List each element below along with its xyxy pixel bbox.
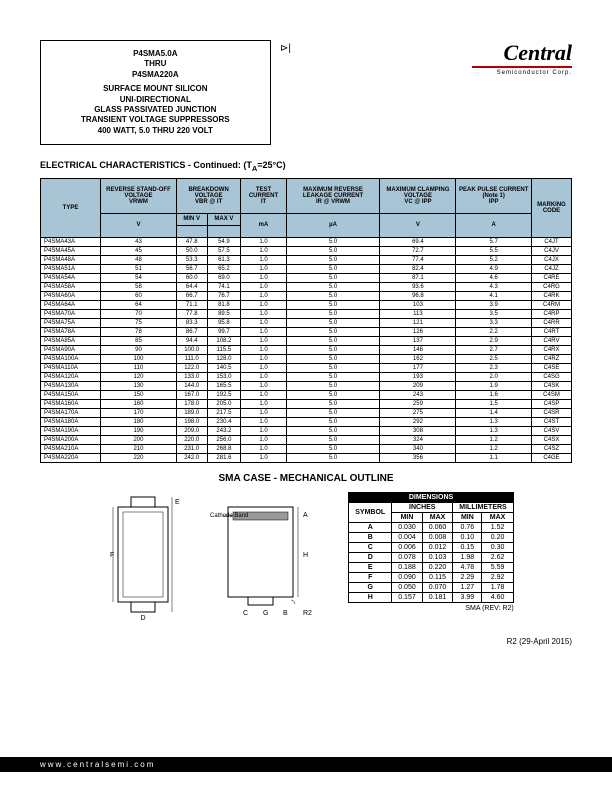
- dim-title: DIMENSIONS: [349, 492, 513, 502]
- table-row: P4SMA210A210231.0268.81.05.03401.2C4SZ: [41, 444, 572, 453]
- table-row: P4SMA110A110122.0140.51.05.01772.3C4SE: [41, 363, 572, 372]
- table-row: P4SMA43A4347.854.91.05.069.45.7C4JT: [41, 237, 572, 246]
- svg-text:G: G: [263, 610, 268, 617]
- desc5: 400 WATT, 5.0 THRU 220 VOLT: [81, 126, 230, 136]
- dim-row: E0.1880.2204.785.59: [349, 562, 513, 572]
- table-row: P4SMA160A160178.0205.01.05.02591.5C4SP: [41, 399, 572, 408]
- table-row: P4SMA54A5460.069.01.05.087.14.6C4RE: [41, 273, 572, 282]
- dim-row: H0.1570.1813.994.60: [349, 592, 513, 602]
- col-vrwm: REVERSE STAND-OFF VOLTAGEVRWM: [101, 178, 177, 213]
- col-ipp: PEAK PULSE CURRENT (Note 1)IPP: [456, 178, 532, 213]
- table-row: P4SMA150A150167.0192.51.05.02431.6C4SM: [41, 390, 572, 399]
- table-row: P4SMA60A6066.776.71.05.096.84.1C4RK: [41, 291, 572, 300]
- logo-sub: Semiconductor Corp.: [472, 70, 572, 76]
- col-type: TYPE: [41, 178, 101, 237]
- dimensions-table: DIMENSIONS SYMBOL INCHES MILLIMETERS MIN…: [348, 492, 513, 603]
- table-row: P4SMA51A5156.765.21.05.082.44.9C4JZ: [41, 264, 572, 273]
- rev-bottom: R2 (29-April 2015): [40, 637, 572, 646]
- col-vc: MAXIMUM CLAMPING VOLTAGEVC @ IPP: [380, 178, 456, 213]
- mech-title: SMA CASE - MECHANICAL OUTLINE: [40, 473, 572, 484]
- table-row: P4SMA78A7886.799.71.05.01262.2C4RT: [41, 327, 572, 336]
- table-row: P4SMA190A190209.0243.21.05.03081.3C4SV: [41, 426, 572, 435]
- dim-row: C0.0060.0120.150.30: [349, 542, 513, 552]
- logo-name: Central: [472, 40, 572, 66]
- svg-text:R2: R2: [303, 610, 312, 617]
- table-row: P4SMA120A120133.0153.01.05.01932.0C4SG: [41, 372, 572, 381]
- sma-rev: SMA (REV: R2): [348, 605, 513, 612]
- part-top: P4SMA5.0A: [81, 49, 230, 59]
- diode-symbol-icon: ⊳|: [280, 43, 291, 54]
- outline-top-icon: F D E: [98, 492, 188, 622]
- table-row: P4SMA100A100111.0128.01.05.01622.5C4RZ: [41, 354, 572, 363]
- col-marking: MARKING CODE: [532, 178, 572, 237]
- dim-row: F0.0900.1152.292.92: [349, 572, 513, 582]
- table-row: P4SMA85A8594.4108.21.05.01372.9C4RV: [41, 336, 572, 345]
- table-row: P4SMA220A220242.0281.61.05.03561.1C4GE: [41, 453, 572, 462]
- title-box: P4SMA5.0A THRU P4SMA220A SURFACE MOUNT S…: [40, 40, 271, 145]
- elec-title: ELECTRICAL CHARACTERISTICS - Continued: …: [40, 160, 572, 173]
- table-row: P4SMA45A4550.057.51.05.072.75.5C4JV: [41, 246, 572, 255]
- svg-text:H: H: [303, 552, 308, 559]
- table-row: P4SMA75A7583.395.81.05.01213.3C4RR: [41, 318, 572, 327]
- dim-row: G0.0500.0701.271.78: [349, 582, 513, 592]
- table-row: P4SMA70A7077.889.51.05.01133.5C4RP: [41, 309, 572, 318]
- svg-text:C: C: [243, 610, 248, 617]
- table-row: P4SMA64A6471.181.81.05.01033.9C4RM: [41, 300, 572, 309]
- table-row: P4SMA200A200220.0256.01.05.03241.2C4SX: [41, 435, 572, 444]
- table-row: P4SMA170A170189.0217.51.05.02751.4C4SR: [41, 408, 572, 417]
- dim-row: D0.0780.1031.982.62: [349, 552, 513, 562]
- svg-text:E: E: [175, 499, 180, 506]
- company-logo: Central Semiconductor Corp.: [472, 40, 572, 76]
- col-it: TEST CURRENTIT: [241, 178, 286, 213]
- part-bottom: P4SMA220A: [81, 70, 230, 80]
- table-row: P4SMA48A4853.361.31.05.077.45.2C4JX: [41, 255, 572, 264]
- table-row: P4SMA90A90100.0115.51.05.01462.7C4RX: [41, 345, 572, 354]
- desc3: GLASS PASSIVATED JUNCTION: [81, 105, 230, 115]
- desc1: SURFACE MOUNT SILICON: [81, 84, 230, 94]
- footer-url: www.centralsemi.com: [0, 757, 612, 772]
- desc4: TRANSIENT VOLTAGE SUPPRESSORS: [81, 115, 230, 125]
- dim-row: A0.0300.0600.761.52: [349, 522, 513, 532]
- svg-text:F: F: [110, 552, 114, 559]
- table-row: P4SMA58A5864.474.11.05.093.64.3C4RG: [41, 282, 572, 291]
- svg-text:A: A: [303, 512, 308, 519]
- dim-row: B0.0040.0080.100.20: [349, 532, 513, 542]
- table-row: P4SMA180A180198.0230.41.05.02921.3C4ST: [41, 417, 572, 426]
- col-ir: MAXIMUM REVERSE LEAKAGE CURRENTIR @ VRWM: [286, 178, 380, 213]
- desc2: UNI-DIRECTIONAL: [81, 95, 230, 105]
- electrical-table: TYPE REVERSE STAND-OFF VOLTAGEVRWM BREAK…: [40, 178, 572, 463]
- svg-text:D: D: [141, 615, 146, 622]
- thru: THRU: [81, 59, 230, 69]
- col-vbr: BREAKDOWN VOLTAGEVBR @ IT: [176, 178, 240, 213]
- outline-side-icon: Cathode Band A H C G B R2: [208, 492, 328, 622]
- svg-text:B: B: [283, 610, 288, 617]
- table-row: P4SMA130A130144.0165.51.05.02091.9C4SK: [41, 381, 572, 390]
